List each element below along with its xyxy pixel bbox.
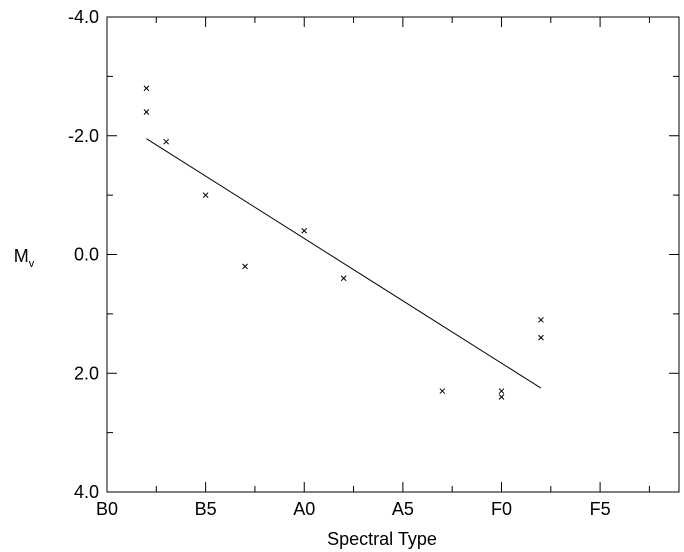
y-tick-label: 2.0 xyxy=(74,363,99,383)
marker-stroke xyxy=(340,275,347,282)
tick-labels: B0 B5 A0 A5 F0 F5 -4.0 -2.0 0.0 2.0 4.0 xyxy=(68,7,611,519)
y-tick-label: 0.0 xyxy=(74,245,99,265)
data-point-marker xyxy=(538,316,544,323)
x-tick-label: A0 xyxy=(293,499,315,519)
marker-stroke xyxy=(498,394,505,400)
plot-border xyxy=(106,16,680,493)
data-point-marker xyxy=(498,394,505,400)
marker-stroke xyxy=(538,316,544,323)
data-points xyxy=(143,85,544,400)
data-point-marker xyxy=(143,85,150,92)
data-point-marker xyxy=(301,227,308,234)
y-axis-title-main: M xyxy=(14,246,29,266)
axis-ticks xyxy=(106,16,679,493)
data-point-marker xyxy=(163,138,170,145)
marker-stroke xyxy=(163,138,170,145)
y-tick-label: -2.0 xyxy=(68,126,99,146)
fit-line xyxy=(146,138,542,389)
data-point-marker xyxy=(498,388,505,394)
data-point-marker xyxy=(439,388,446,394)
marker-stroke xyxy=(202,192,209,198)
x-tick-label: F0 xyxy=(491,499,512,519)
data-point-marker xyxy=(202,192,209,198)
marker-stroke xyxy=(538,334,544,341)
x-tick-label: F5 xyxy=(590,499,611,519)
x-axis-title: Spectral Type xyxy=(327,529,437,549)
marker-stroke xyxy=(301,227,308,234)
data-point-marker xyxy=(538,334,544,341)
marker-stroke xyxy=(498,388,505,394)
marker-stroke xyxy=(143,85,150,92)
data-point-marker xyxy=(340,275,347,282)
x-tick-label: B0 xyxy=(96,499,118,519)
marker-stroke xyxy=(242,263,248,270)
x-tick-label: A5 xyxy=(392,499,414,519)
y-tick-label: 4.0 xyxy=(74,482,99,502)
y-axis-title-sub: v xyxy=(29,258,35,270)
marker-stroke xyxy=(143,109,150,115)
x-tick-label: B5 xyxy=(195,499,217,519)
y-axis-title: Mv xyxy=(14,246,35,270)
marker-stroke xyxy=(439,388,446,394)
data-point-marker xyxy=(242,263,248,270)
y-tick-label: -4.0 xyxy=(68,7,99,27)
plot-area xyxy=(106,16,680,493)
data-point-marker xyxy=(143,109,150,115)
